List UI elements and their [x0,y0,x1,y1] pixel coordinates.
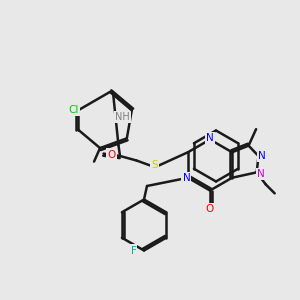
Text: O: O [107,149,116,160]
Text: NH: NH [115,112,130,122]
Text: F: F [130,245,136,256]
Text: Cl: Cl [68,105,79,115]
Text: N: N [257,169,265,179]
Text: N: N [182,173,190,183]
Text: O: O [206,204,214,214]
Text: N: N [258,151,266,161]
Text: N: N [206,133,214,143]
Text: S: S [151,160,158,170]
